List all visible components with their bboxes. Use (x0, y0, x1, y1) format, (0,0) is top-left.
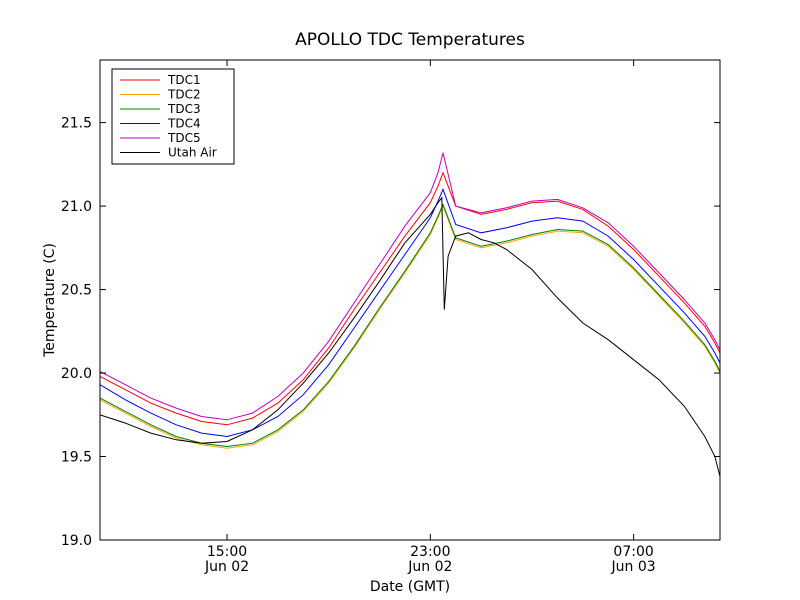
series-line-tdc5 (100, 152, 720, 421)
x-tick-label-time: 23:00 (410, 544, 450, 560)
y-tick-label: 19.5 (61, 450, 92, 466)
x-tick-label-date: Jun 03 (611, 559, 656, 575)
y-axis-title: Temperature (C) (42, 243, 58, 358)
legend-label: Utah Air (168, 146, 217, 160)
series-line-tdc3 (100, 203, 720, 448)
x-tick-label-date: Jun 02 (407, 559, 452, 575)
legend-label: TDC1 (167, 73, 201, 87)
series-line-tdc2 (100, 204, 720, 449)
legend-label: TDC3 (167, 102, 201, 116)
chart-title: APOLLO TDC Temperatures (295, 30, 525, 50)
series-line-utah-air (100, 196, 720, 477)
y-tick-label: 21.0 (61, 199, 92, 215)
legend-label: TDC4 (167, 117, 201, 131)
y-tick-label: 21.5 (61, 116, 92, 132)
legend-label: TDC2 (167, 88, 201, 102)
y-tick-label: 20.0 (61, 366, 92, 382)
x-tick-label-date: Jun 02 (204, 559, 249, 575)
x-axis-title: Date (GMT) (370, 579, 450, 595)
axes-frame (99, 59, 721, 541)
legend-label: TDC5 (167, 131, 201, 145)
y-tick-label: 19.0 (61, 533, 92, 549)
series-lines (100, 152, 720, 477)
series-line-tdc4 (100, 188, 720, 438)
legend-box (111, 68, 235, 165)
x-tick-label-time: 15:00 (207, 544, 247, 560)
x-tick-label-time: 07:00 (613, 544, 653, 560)
y-tick-label: 20.5 (61, 283, 92, 299)
series-line-tdc1 (100, 171, 720, 426)
